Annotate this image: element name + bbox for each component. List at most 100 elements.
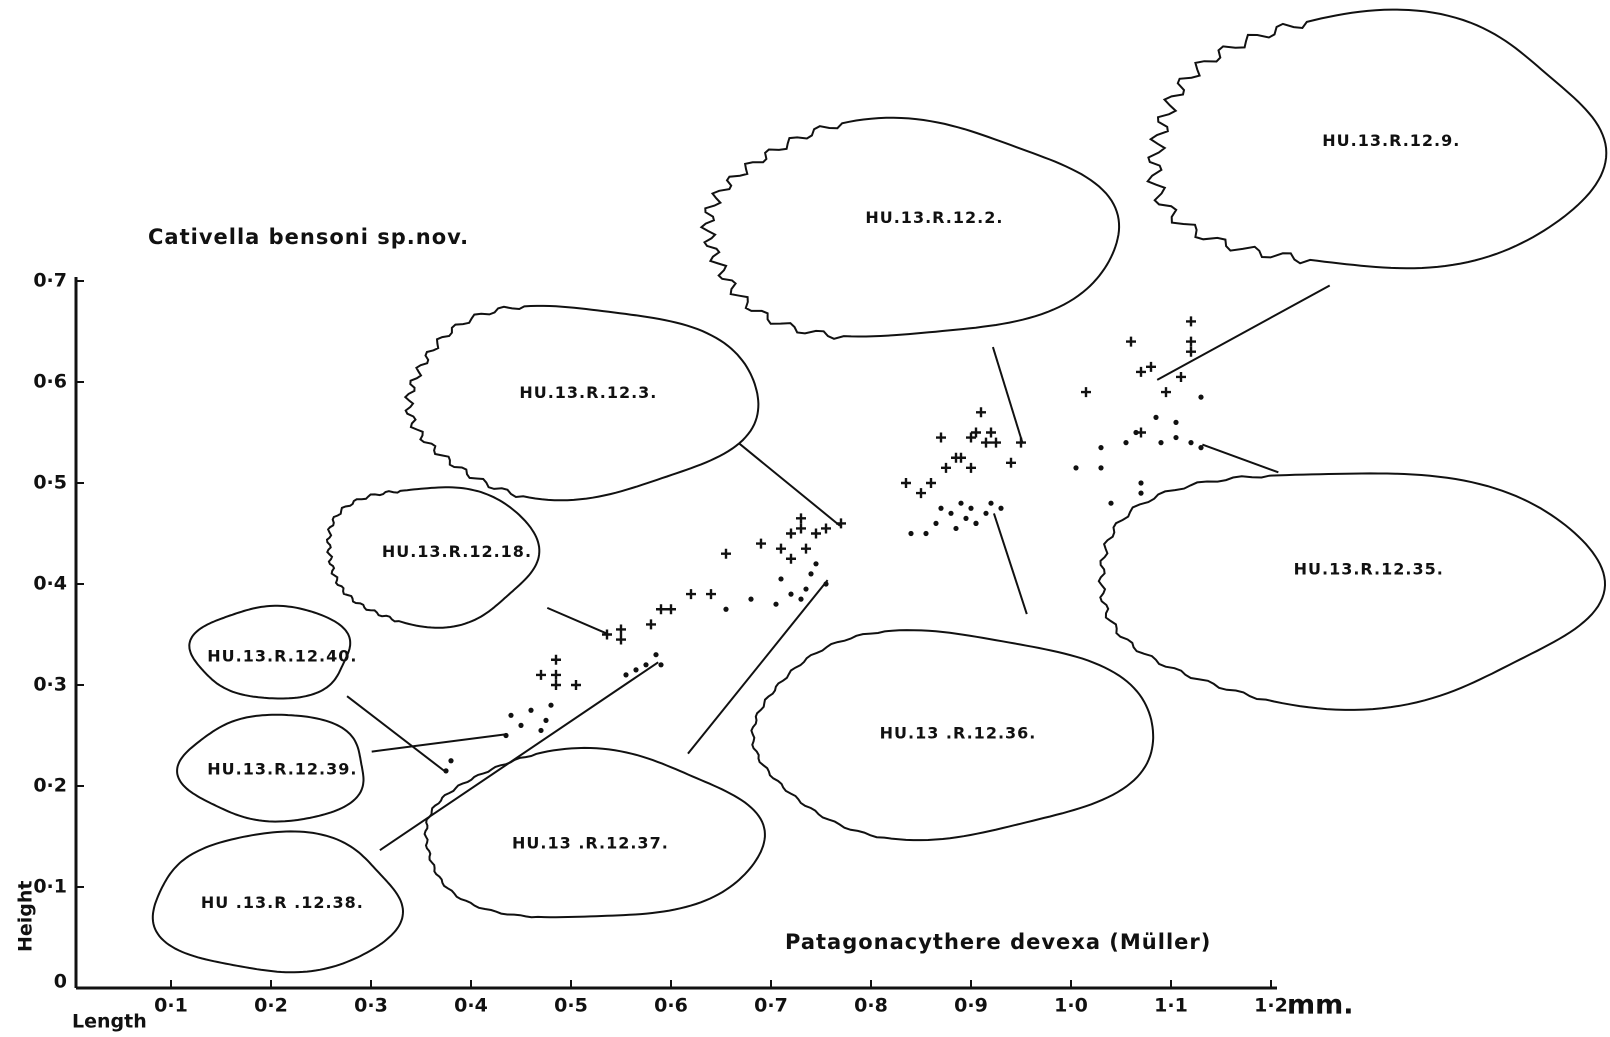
cross-point <box>1126 337 1136 347</box>
dot-point <box>548 703 553 708</box>
dot-point <box>813 561 818 566</box>
dot-point <box>953 526 958 531</box>
cross-point <box>536 670 546 680</box>
dot-point <box>1073 465 1078 470</box>
chart: Cativella bensoni sp.nov. Patagonacyther… <box>0 0 1610 1037</box>
x-tick-label: 0·9 <box>954 995 988 1017</box>
specimen-label: HU.13.R.12.2. <box>865 208 1003 227</box>
x-unit: mm. <box>1287 990 1354 1021</box>
specimen-label: HU.13.R.12.18. <box>382 542 532 561</box>
x-tick-label: 0·3 <box>354 995 388 1017</box>
y-tick-label: 0·4 <box>33 573 67 595</box>
dot-point <box>808 571 813 576</box>
cross-point <box>786 554 796 564</box>
specimen: HU.13 .R.12.37. <box>425 580 828 917</box>
dot-point <box>623 672 628 677</box>
series-label: Patagonacythere devexa (Müller) <box>785 930 1211 954</box>
cross-point <box>811 529 821 539</box>
cross-point <box>836 518 846 528</box>
x-tick-label: 0·7 <box>754 995 788 1017</box>
x-tick-label: 0·1 <box>154 995 188 1017</box>
cross-point <box>971 428 981 438</box>
dot-point <box>973 521 978 526</box>
y-tick-label: 0 <box>54 971 67 993</box>
dot-point <box>1173 435 1178 440</box>
dot-point <box>1108 501 1113 506</box>
pointer-line <box>994 513 1027 614</box>
specimen: HU.13.R.12.2. <box>701 118 1119 444</box>
specimen-label: HU.13.R.12.39. <box>207 760 357 779</box>
dot-point <box>1123 440 1128 445</box>
dot-point <box>518 723 523 728</box>
pointer-line <box>739 444 840 526</box>
dot-point <box>983 511 988 516</box>
cross-point <box>821 523 831 533</box>
dot-point <box>1153 415 1158 420</box>
y-tick-label: 0·1 <box>33 876 67 898</box>
dot-point <box>1158 440 1163 445</box>
specimen-label: HU .13.R .12.38. <box>201 893 364 912</box>
x-tick-label: 0·6 <box>654 995 688 1017</box>
cross-point <box>926 478 936 488</box>
cross-point <box>966 433 976 443</box>
cross-point <box>1176 372 1186 382</box>
cross-point <box>776 544 786 554</box>
cross-point <box>991 438 1001 448</box>
cross-point <box>976 407 986 417</box>
dot-point <box>528 708 533 713</box>
pointer-line <box>1157 285 1330 379</box>
x-tick-label: 1·2 <box>1254 995 1288 1017</box>
dot-point <box>1138 491 1143 496</box>
specimen: HU.13 .R.12.36. <box>751 513 1153 840</box>
dot-point <box>653 652 658 657</box>
x-tick-label: 1·1 <box>1154 995 1188 1017</box>
cross-point <box>721 549 731 559</box>
dot-point <box>998 506 1003 511</box>
y-tick-label: 0·5 <box>33 472 67 494</box>
cross-point <box>666 604 676 614</box>
cross-point <box>1186 337 1196 347</box>
dot-point <box>958 501 963 506</box>
cross-point <box>1081 387 1091 397</box>
specimen: HU.13.R.12.3. <box>405 306 840 526</box>
specimen-outline <box>405 306 758 500</box>
dot-point <box>1173 420 1178 425</box>
specimen-label: HU.13.R.12.3. <box>519 383 657 402</box>
pointer-line <box>372 734 508 751</box>
cross-point <box>551 680 561 690</box>
dot-point <box>1198 395 1203 400</box>
x-tick-label: 0·5 <box>554 995 588 1017</box>
y-tick-label: 0·7 <box>33 270 67 292</box>
cross-point <box>1161 387 1171 397</box>
dot-point <box>1133 430 1138 435</box>
specimen: HU.13.R.12.35. <box>1099 445 1605 710</box>
cross-point <box>966 463 976 473</box>
cross-point <box>1186 316 1196 326</box>
cross-point <box>1146 362 1156 372</box>
specimen: HU.13.R.12.18. <box>327 487 607 633</box>
cross-point <box>956 453 966 463</box>
cross-point <box>686 589 696 599</box>
cross-point <box>796 523 806 533</box>
pointer-line <box>993 347 1023 444</box>
dot-point <box>1098 465 1103 470</box>
x-tick-label: 1·0 <box>1054 995 1088 1017</box>
cross-point <box>571 680 581 690</box>
cross-point <box>1016 438 1026 448</box>
dot-point <box>948 511 953 516</box>
specimen-label: HU.13 .R.12.37. <box>512 834 669 853</box>
dot-point <box>448 758 453 763</box>
cross-point <box>981 438 991 448</box>
dot-point <box>788 592 793 597</box>
specimen-label: HU.13.R.12.35. <box>1294 559 1444 578</box>
specimen: HU.13.R.12.9. <box>1148 10 1607 380</box>
dot-point <box>1098 445 1103 450</box>
y-tick-label: 0·2 <box>33 775 67 797</box>
dot-point <box>633 667 638 672</box>
y-tick-label: 0·3 <box>33 674 67 696</box>
cross-point <box>706 589 716 599</box>
dot-point <box>1198 445 1203 450</box>
cross-point <box>1186 347 1196 357</box>
specimen-outline <box>701 118 1119 339</box>
specimen: HU.13.R.12.39. <box>177 715 507 822</box>
